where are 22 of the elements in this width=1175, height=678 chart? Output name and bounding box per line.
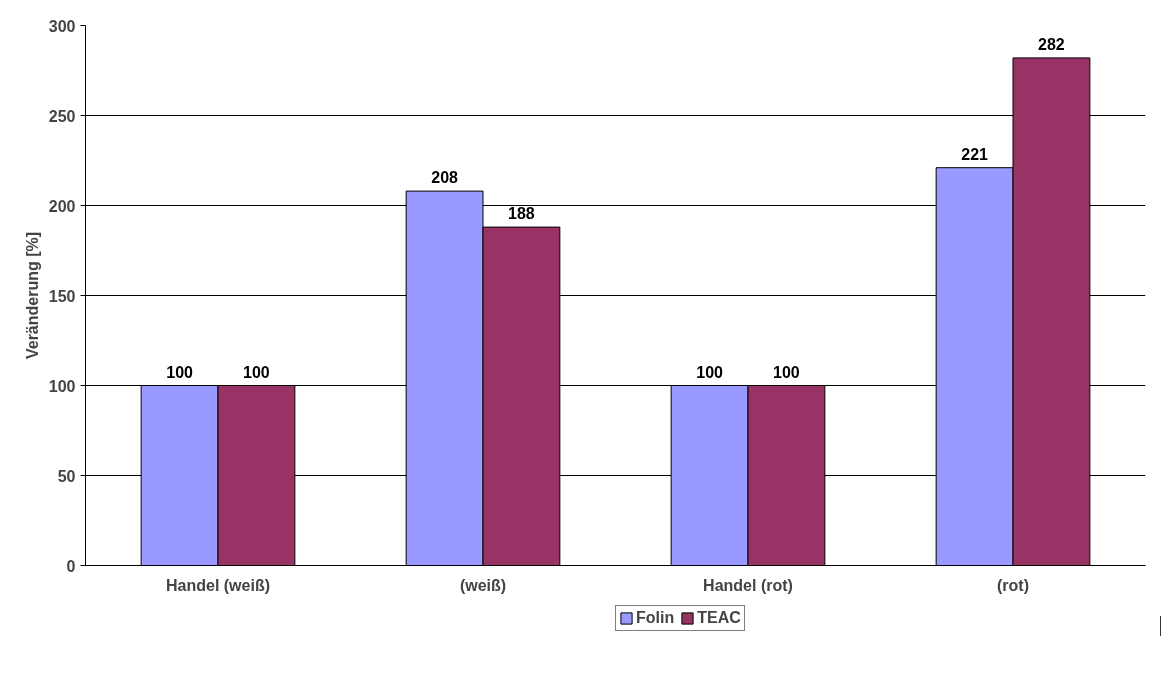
y-tick-label: 100: [48, 377, 76, 395]
data-label: 221: [961, 145, 989, 163]
data-label: 208: [431, 169, 459, 187]
y-tick-label: 50: [57, 467, 76, 485]
y-axis-title: Veränderung [%]: [23, 231, 41, 360]
data-label: 188: [508, 205, 535, 223]
x-tick-label: Handel (rot): [703, 576, 793, 594]
data-label: 282: [1038, 35, 1065, 53]
data-label: 100: [166, 363, 194, 381]
legend-label: Folin: [636, 609, 675, 627]
y-tick-label: 250: [48, 107, 76, 125]
x-tick-label: Handel (weiß): [166, 576, 271, 594]
data-label: 100: [773, 363, 800, 381]
x-tick-label: (weiß): [459, 576, 507, 594]
y-tick-label: 200: [48, 197, 76, 215]
y-tick-label: 300: [48, 17, 76, 35]
legend-label: TEAC: [697, 609, 741, 627]
data-label: 100: [696, 363, 724, 381]
x-tick-label: (rot): [997, 576, 1029, 594]
y-tick-label: 150: [48, 287, 76, 305]
y-tick-label: 0: [66, 557, 76, 575]
data-label: 100: [243, 363, 270, 381]
